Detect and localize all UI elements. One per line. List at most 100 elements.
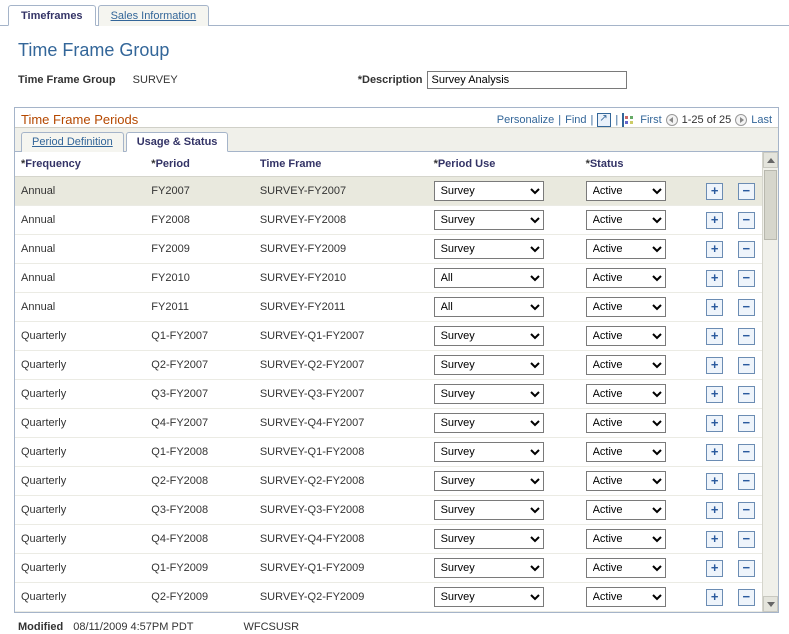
cell-status: Active bbox=[580, 177, 699, 206]
add-row-button[interactable]: + bbox=[706, 328, 723, 345]
delete-row-button[interactable]: − bbox=[738, 444, 755, 461]
cell-frequency: Quarterly bbox=[15, 496, 145, 525]
table-row: AnnualFY2008SURVEY-FY2008SurveyAllActive… bbox=[15, 206, 762, 235]
status-select[interactable]: Active bbox=[586, 297, 666, 317]
pager-last[interactable]: Last bbox=[751, 114, 772, 126]
pager-next-icon[interactable] bbox=[735, 114, 747, 126]
personalize-link[interactable]: Personalize bbox=[497, 114, 554, 126]
delete-row-button[interactable]: − bbox=[738, 502, 755, 519]
description-input[interactable] bbox=[427, 71, 627, 89]
delete-row-button[interactable]: − bbox=[738, 270, 755, 287]
sub-tab-period-definition[interactable]: Period Definition bbox=[21, 132, 124, 152]
cell-status: Active bbox=[580, 293, 699, 322]
status-select[interactable]: Active bbox=[586, 442, 666, 462]
add-row-button[interactable]: + bbox=[706, 502, 723, 519]
delete-row-button[interactable]: − bbox=[738, 299, 755, 316]
status-select[interactable]: Active bbox=[586, 529, 666, 549]
period-use-select[interactable]: SurveyAll bbox=[434, 442, 544, 462]
cell-period: Q3-FY2008 bbox=[145, 496, 254, 525]
status-select[interactable]: Active bbox=[586, 355, 666, 375]
period-use-select[interactable]: SurveyAll bbox=[434, 384, 544, 404]
grid-scrollbar[interactable] bbox=[762, 152, 778, 612]
cell-status: Active bbox=[580, 467, 699, 496]
col-timeframe[interactable]: Time Frame bbox=[254, 152, 428, 177]
add-row-button[interactable]: + bbox=[706, 560, 723, 577]
period-use-select[interactable]: SurveyAll bbox=[434, 471, 544, 491]
top-tabs: TimeframesSales Information bbox=[0, 4, 789, 26]
pager-first[interactable]: First bbox=[640, 114, 661, 126]
cell-frequency: Annual bbox=[15, 177, 145, 206]
delete-row-button[interactable]: − bbox=[738, 357, 755, 374]
cell-period: Q3-FY2007 bbox=[145, 380, 254, 409]
scroll-down-icon[interactable] bbox=[763, 596, 778, 612]
add-row-button[interactable]: + bbox=[706, 589, 723, 606]
add-row-button[interactable]: + bbox=[706, 270, 723, 287]
col-frequency[interactable]: *Frequency bbox=[15, 152, 145, 177]
status-select[interactable]: Active bbox=[586, 500, 666, 520]
delete-row-button[interactable]: − bbox=[738, 212, 755, 229]
delete-row-button[interactable]: − bbox=[738, 560, 755, 577]
period-use-select[interactable]: SurveyAll bbox=[434, 326, 544, 346]
status-select[interactable]: Active bbox=[586, 558, 666, 578]
period-use-select[interactable]: SurveyAll bbox=[434, 355, 544, 375]
cell-timeframe: SURVEY-Q4-FY2007 bbox=[254, 409, 428, 438]
period-use-select[interactable]: SurveyAll bbox=[434, 181, 544, 201]
add-row-button[interactable]: + bbox=[706, 473, 723, 490]
download-icon[interactable] bbox=[622, 113, 624, 127]
delete-row-button[interactable]: − bbox=[738, 531, 755, 548]
scroll-thumb[interactable] bbox=[764, 170, 777, 240]
sub-tab-usage-status[interactable]: Usage & Status bbox=[126, 132, 229, 152]
cell-period-use: SurveyAll bbox=[428, 351, 580, 380]
delete-row-button[interactable]: − bbox=[738, 241, 755, 258]
pager-prev-icon[interactable] bbox=[666, 114, 678, 126]
period-use-select[interactable]: SurveyAll bbox=[434, 529, 544, 549]
find-link[interactable]: Find bbox=[565, 114, 586, 126]
delete-row-button[interactable]: − bbox=[738, 415, 755, 432]
delete-row-button[interactable]: − bbox=[738, 473, 755, 490]
add-row-button[interactable]: + bbox=[706, 357, 723, 374]
add-row-button[interactable]: + bbox=[706, 386, 723, 403]
cell-status: Active bbox=[580, 264, 699, 293]
add-row-button[interactable]: + bbox=[706, 212, 723, 229]
top-tab-sales-information[interactable]: Sales Information bbox=[98, 5, 210, 26]
status-select[interactable]: Active bbox=[586, 210, 666, 230]
delete-row-button[interactable]: − bbox=[738, 386, 755, 403]
status-select[interactable]: Active bbox=[586, 326, 666, 346]
status-select[interactable]: Active bbox=[586, 181, 666, 201]
add-row-button[interactable]: + bbox=[706, 444, 723, 461]
status-select[interactable]: Active bbox=[586, 471, 666, 491]
period-use-select[interactable]: SurveyAll bbox=[434, 239, 544, 259]
cell-period-use: SurveyAll bbox=[428, 467, 580, 496]
cell-frequency: Annual bbox=[15, 235, 145, 264]
period-use-select[interactable]: SurveyAll bbox=[434, 558, 544, 578]
status-select[interactable]: Active bbox=[586, 587, 666, 607]
cell-timeframe: SURVEY-FY2008 bbox=[254, 206, 428, 235]
period-use-select[interactable]: SurveyAll bbox=[434, 413, 544, 433]
col-status[interactable]: *Status bbox=[580, 152, 699, 177]
period-use-select[interactable]: SurveyAll bbox=[434, 500, 544, 520]
cell-period-use: SurveyAll bbox=[428, 438, 580, 467]
add-row-button[interactable]: + bbox=[706, 183, 723, 200]
table-row: QuarterlyQ2-FY2008SURVEY-Q2-FY2008Survey… bbox=[15, 467, 762, 496]
scroll-up-icon[interactable] bbox=[763, 152, 778, 168]
period-use-select[interactable]: SurveyAll bbox=[434, 297, 544, 317]
add-row-button[interactable]: + bbox=[706, 241, 723, 258]
col-period-use[interactable]: *Period Use bbox=[428, 152, 580, 177]
delete-row-button[interactable]: − bbox=[738, 589, 755, 606]
add-row-button[interactable]: + bbox=[706, 415, 723, 432]
zoom-icon[interactable] bbox=[597, 113, 611, 127]
delete-row-button[interactable]: − bbox=[738, 183, 755, 200]
period-use-select[interactable]: SurveyAll bbox=[434, 210, 544, 230]
status-select[interactable]: Active bbox=[586, 239, 666, 259]
status-select[interactable]: Active bbox=[586, 413, 666, 433]
add-row-button[interactable]: + bbox=[706, 299, 723, 316]
col-period[interactable]: *Period bbox=[145, 152, 254, 177]
status-select[interactable]: Active bbox=[586, 268, 666, 288]
status-select[interactable]: Active bbox=[586, 384, 666, 404]
top-tab-timeframes[interactable]: Timeframes bbox=[8, 5, 96, 26]
delete-row-button[interactable]: − bbox=[738, 328, 755, 345]
period-use-select[interactable]: SurveyAll bbox=[434, 268, 544, 288]
period-use-select[interactable]: SurveyAll bbox=[434, 587, 544, 607]
add-row-button[interactable]: + bbox=[706, 531, 723, 548]
cell-period-use: SurveyAll bbox=[428, 409, 580, 438]
